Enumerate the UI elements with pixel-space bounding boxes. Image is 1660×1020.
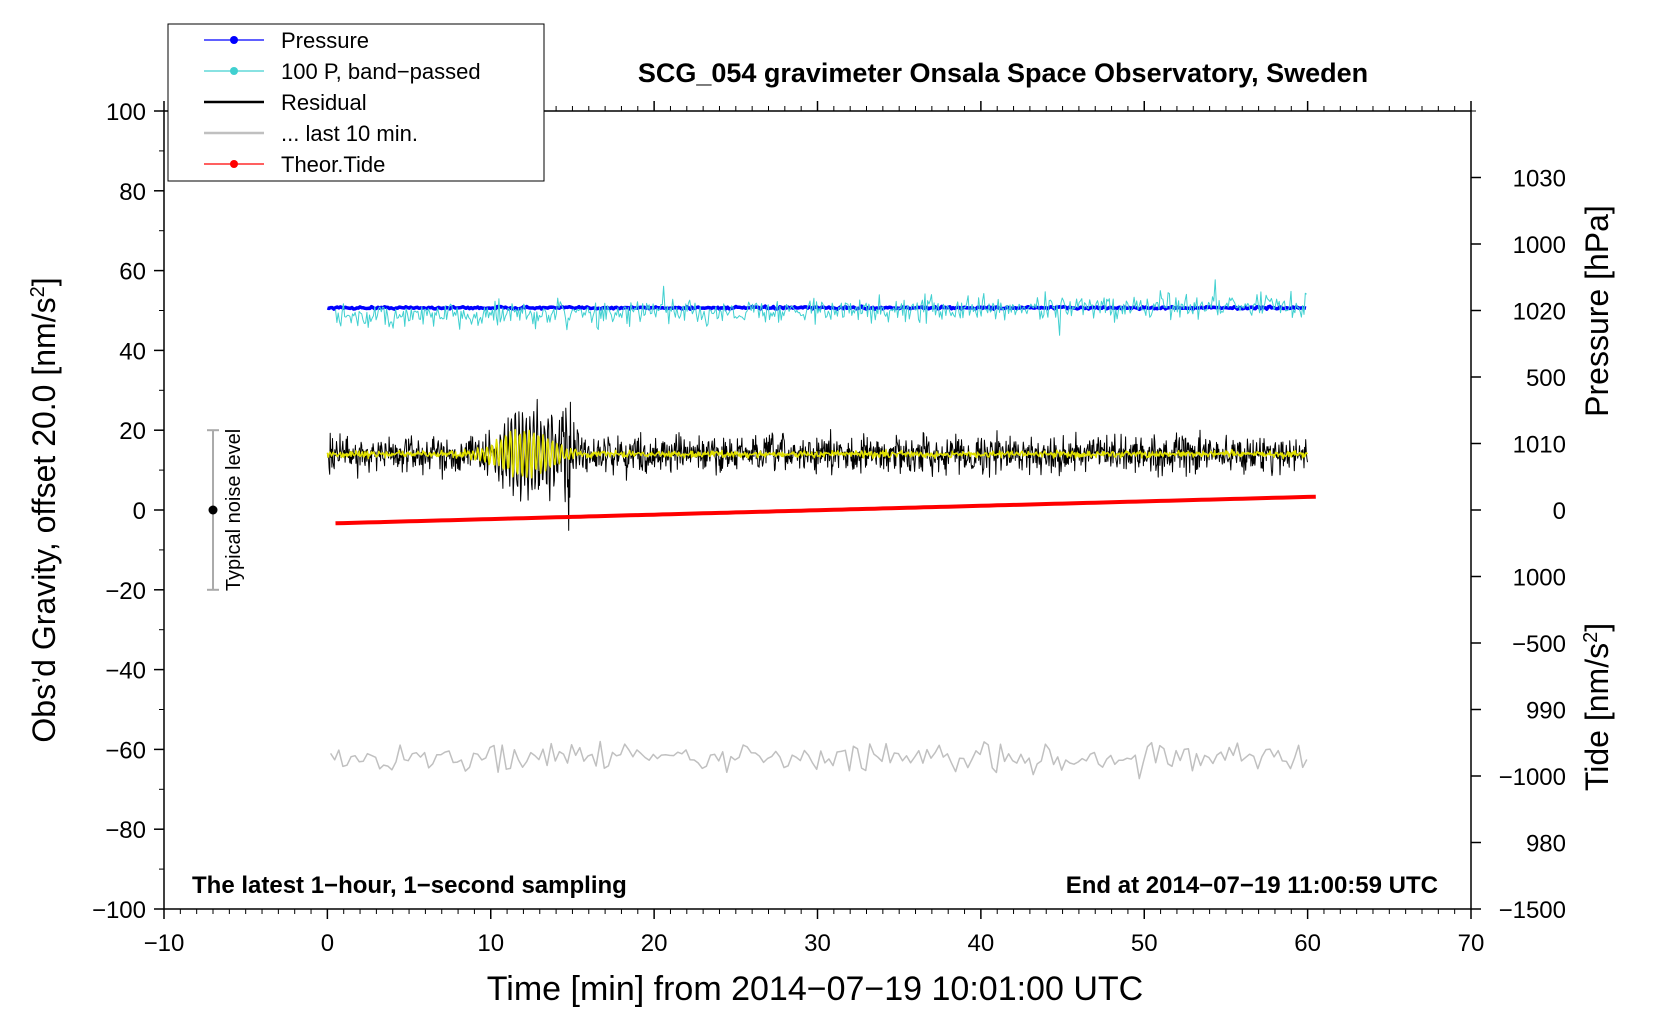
chart-title: SCG_054 gravimeter Onsala Space Observat… [638, 58, 1368, 88]
legend: Pressure 100 P, band−passed Residual ... la… [167, 23, 545, 182]
pressure-tick-label: 1010 [1513, 432, 1566, 459]
y-tick-label: −20 [105, 578, 146, 605]
y-tick-label: −40 [105, 658, 146, 685]
y-axis-label-close: ] [26, 277, 62, 286]
annotation-left: The latest 1−hour, 1−second sampling [192, 872, 627, 899]
pressure-tick-label: 990 [1526, 698, 1566, 725]
tide-axis-label: Tide [nm/s2] [1579, 623, 1615, 791]
legend-label: Residual [281, 90, 367, 115]
y-tick-label: 40 [119, 338, 146, 365]
ticks-layer: −10 0 10 20 30 40 50 60 70−100−80−60−40−20020406… [92, 99, 1566, 957]
series-last10min-line [329, 740, 1308, 780]
y-tick-label: 60 [119, 259, 146, 286]
pressure-tick-label: 1000 [1513, 565, 1566, 592]
tide-tick-label: 500 [1526, 365, 1566, 392]
series-layer [326, 279, 1316, 780]
tide-tick-label: −1500 [1499, 897, 1566, 924]
series-tide-line [335, 494, 1316, 526]
annotation-right: End at 2014−07−19 11:00:59 UTC [1066, 872, 1438, 899]
x-tick-label: 60 [1294, 930, 1321, 957]
y-tick-label: −60 [105, 737, 146, 764]
pressure-axis-label: Pressure [hPa] [1579, 205, 1615, 417]
y-tick-label: 80 [119, 179, 146, 206]
x-tick-label: 50 [1131, 930, 1158, 957]
tide-tick-label: 1000 [1513, 232, 1566, 259]
tide-tick-label: −1000 [1499, 764, 1566, 791]
y-tick-label: 20 [119, 418, 146, 445]
y-tick-label: 0 [133, 498, 146, 525]
y-axis-label-main: Obs’d Gravity, offset 20.0 [nm/s [26, 297, 62, 742]
x-axis-label: Time [min] from 2014−07−19 10:01:00 UTC [487, 970, 1143, 1008]
legend-label: Pressure [281, 28, 369, 53]
tide-tick-label: 0 [1553, 498, 1566, 525]
noise-bar-center-dot [208, 505, 218, 515]
pressure-tick-label: 1020 [1513, 299, 1566, 326]
series-pressure-bandpassed-line [335, 279, 1307, 336]
legend-label: Theor.Tide [281, 152, 385, 177]
noise-bar-label: Typical noise level [223, 429, 245, 591]
y-tick-label: −100 [92, 897, 146, 924]
x-tick-label: 10 [477, 930, 504, 957]
legend-label: ... last 10 min. [281, 121, 418, 146]
legend-entries: Pressure 100 P, band−passed Residual ... la… [204, 28, 481, 177]
x-tick-label: 30 [804, 930, 831, 957]
tide-axis-label-close: ] [1579, 623, 1615, 632]
x-tick-label: 70 [1458, 930, 1485, 957]
y-tick-label: −80 [105, 817, 146, 844]
pressure-tick-label: 1030 [1513, 166, 1566, 193]
y-axis-label-sup: 2 [27, 286, 49, 297]
tide-tick-label: −500 [1512, 631, 1566, 658]
legend-marker [230, 67, 238, 75]
legend-label: 100 P, band−passed [281, 59, 481, 84]
y-tick-label: 100 [106, 99, 146, 126]
legend-marker [230, 160, 238, 168]
legend-marker [230, 36, 238, 44]
x-tick-label: 0 [321, 930, 334, 957]
x-tick-label: 40 [968, 930, 995, 957]
x-tick-label: 20 [641, 930, 668, 957]
y-axis-label: Obs’d Gravity, offset 20.0 [nm/s2] [26, 277, 62, 742]
series-smoothed-residual-line [326, 428, 1309, 479]
tide-axis-label-main: Tide [nm/s [1579, 643, 1615, 791]
tide-axis-label-sup: 2 [1580, 632, 1602, 643]
x-tick-label: −10 [144, 930, 185, 957]
pressure-tick-label: 980 [1526, 831, 1566, 858]
noise-bar: Typical noise level [207, 429, 245, 591]
